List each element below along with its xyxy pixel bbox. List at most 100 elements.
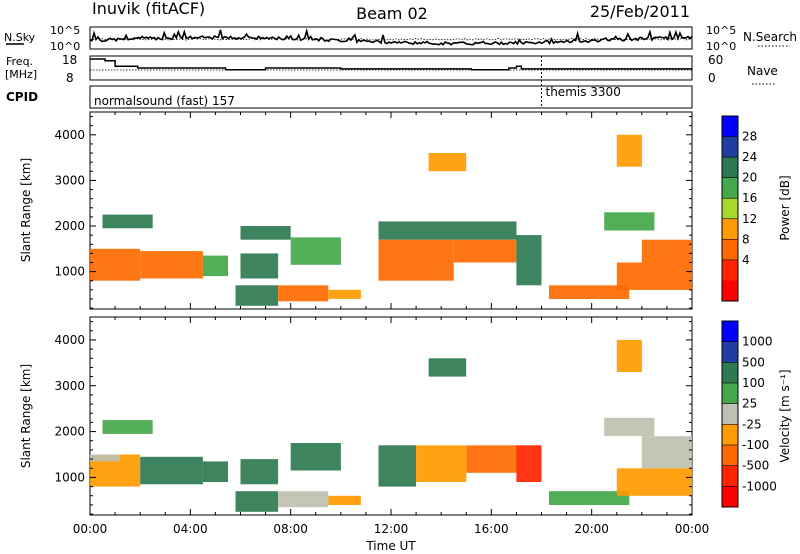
- colorbar-tick-label: 28: [742, 130, 757, 144]
- cpid-panel: CPID normalsound (fast) 157 themis 3300: [6, 56, 693, 109]
- cpid-mode-0: normalsound (fast) 157: [94, 94, 235, 108]
- velocity-panel: 1000 2000 3000 4000 00:00 04:00 08:00 12:00 16:…: [19, 316, 792, 553]
- scatter-region: [416, 445, 467, 482]
- xtick-label: 16:00: [474, 522, 509, 536]
- colorbar-segment: [722, 383, 738, 405]
- colorbar-segment: [722, 198, 738, 220]
- colorbar-segment: [722, 116, 738, 138]
- colorbar-tick-label: -500: [742, 459, 769, 473]
- scatter-region: [466, 445, 517, 473]
- scatter-region: [604, 212, 655, 231]
- colorbar-tick-label: 8: [742, 232, 750, 246]
- xtick-label: 08:00: [273, 522, 308, 536]
- nave-right-tick-top: 60: [708, 53, 723, 67]
- scatter-region: [641, 436, 692, 469]
- power-ylabel: Slant Range [km]: [19, 158, 33, 262]
- ytick-label: 1000: [54, 265, 85, 279]
- colorbar-segment: [722, 259, 738, 281]
- colorbar-tick-label: 16: [742, 191, 757, 205]
- velocity-ylabel: Slant Range [km]: [19, 364, 33, 468]
- colorbar-frame: [721, 115, 739, 302]
- scatter-region: [378, 445, 417, 487]
- scatter-region: [240, 459, 279, 485]
- scatter-region: [516, 235, 542, 286]
- ytick-label: 3000: [54, 173, 85, 187]
- power-colorbar: 28 24 20 16 12 8 4: [721, 115, 757, 302]
- scatter-region: [328, 289, 361, 299]
- freq-left-tick-top: 18: [62, 53, 77, 67]
- freq-left-tick-bottom: 8: [66, 71, 74, 85]
- velocity-yticks: 1000 2000 3000 4000: [54, 321, 692, 515]
- ytick-label: 2000: [54, 219, 85, 233]
- colorbar-segment: [722, 486, 738, 508]
- scatter-region: [453, 239, 517, 263]
- colorbar-segment: [722, 362, 738, 384]
- colorbar-segment: [722, 321, 738, 343]
- scatter-region: [90, 248, 141, 281]
- scatter-region: [278, 285, 329, 302]
- scatter-region: [378, 239, 454, 281]
- velocity-colorbar-label: Velocity [m s⁻¹]: [778, 369, 792, 462]
- velocity-cells: [90, 339, 693, 512]
- noise-right-tick-bottom: 10^0: [706, 40, 736, 53]
- date-title: 25/Feb/2011: [590, 2, 690, 21]
- scatter-region: [240, 226, 291, 240]
- scatter-region: [140, 251, 203, 279]
- colorbar-segment: [722, 445, 738, 467]
- noise-left-tick-top: 10^5: [50, 24, 80, 37]
- velocity-xticks: 00:00 04:00 08:00 12:00 16:00 20:00 00:00: [73, 317, 710, 536]
- scatter-region: [616, 134, 642, 167]
- colorbar-tick-label: 20: [742, 171, 757, 185]
- scatter-region: [378, 221, 517, 240]
- ytick-label: 4000: [54, 128, 85, 142]
- frequency-line: [90, 58, 692, 71]
- nave-right-label: Nave: [747, 64, 778, 78]
- scatter-region: [240, 253, 279, 279]
- scatter-region: [328, 495, 361, 505]
- scatter-region: [616, 468, 693, 496]
- colorbar-tick-label: 1000: [742, 335, 773, 349]
- noise-panel: N.Sky 10^5 10^0 10^5 10^0 N.Search: [4, 24, 797, 53]
- colorbar-segment: [722, 403, 738, 425]
- power-yticks: 1000 2000 3000 4000: [54, 116, 692, 309]
- scatter-region: [516, 445, 542, 482]
- scatter-region: [202, 461, 228, 482]
- noise-sky-line: [89, 27, 693, 46]
- colorbar-segment: [722, 136, 738, 158]
- colorbar-segment: [722, 341, 738, 363]
- colorbar-tick-label: 12: [742, 212, 757, 226]
- colorbar-frame: [721, 320, 739, 508]
- freq-left-label: Freq.: [6, 55, 33, 68]
- xtick-label: 12:00: [374, 522, 409, 536]
- noise-right-label: N.Search: [743, 30, 797, 44]
- nave-right-tick-bottom: 0: [708, 71, 716, 85]
- colorbar-segment: [722, 424, 738, 446]
- power-cells: [90, 134, 693, 306]
- velocity-colorbar: 1000 500 100 25 -25 -100 -500 -1000: [721, 320, 777, 508]
- colorbar-tick-label: 4: [742, 253, 750, 267]
- scatter-region: [616, 262, 693, 290]
- colorbar-tick-label: 100: [742, 376, 765, 390]
- xtick-label: 00:00: [73, 522, 108, 536]
- colorbar-tick-label: 500: [742, 355, 765, 369]
- xtick-label: 00:00: [675, 522, 710, 536]
- colorbar-tick-label: 25: [742, 397, 757, 411]
- colorbar-segment: [722, 465, 738, 487]
- scatter-region: [428, 153, 467, 172]
- noise-left-tick-bottom: 10^0: [50, 40, 80, 53]
- scatter-region: [290, 443, 341, 471]
- beam-title: Beam 02: [356, 4, 428, 23]
- scatter-region: [278, 491, 329, 508]
- scatter-region: [90, 454, 121, 462]
- xtick-label: 20:00: [574, 522, 609, 536]
- xtick-label: 04:00: [173, 522, 208, 536]
- noise-left-label: N.Sky: [4, 31, 36, 44]
- scatter-region: [102, 214, 153, 229]
- scatter-region: [428, 358, 467, 377]
- cpid-mode-1: themis 3300: [546, 85, 621, 99]
- scatter-region: [235, 285, 279, 306]
- colorbar-tick-label: 24: [742, 150, 757, 164]
- noise-right-tick-top: 10^5: [706, 24, 736, 37]
- colorbar-segment: [722, 177, 738, 199]
